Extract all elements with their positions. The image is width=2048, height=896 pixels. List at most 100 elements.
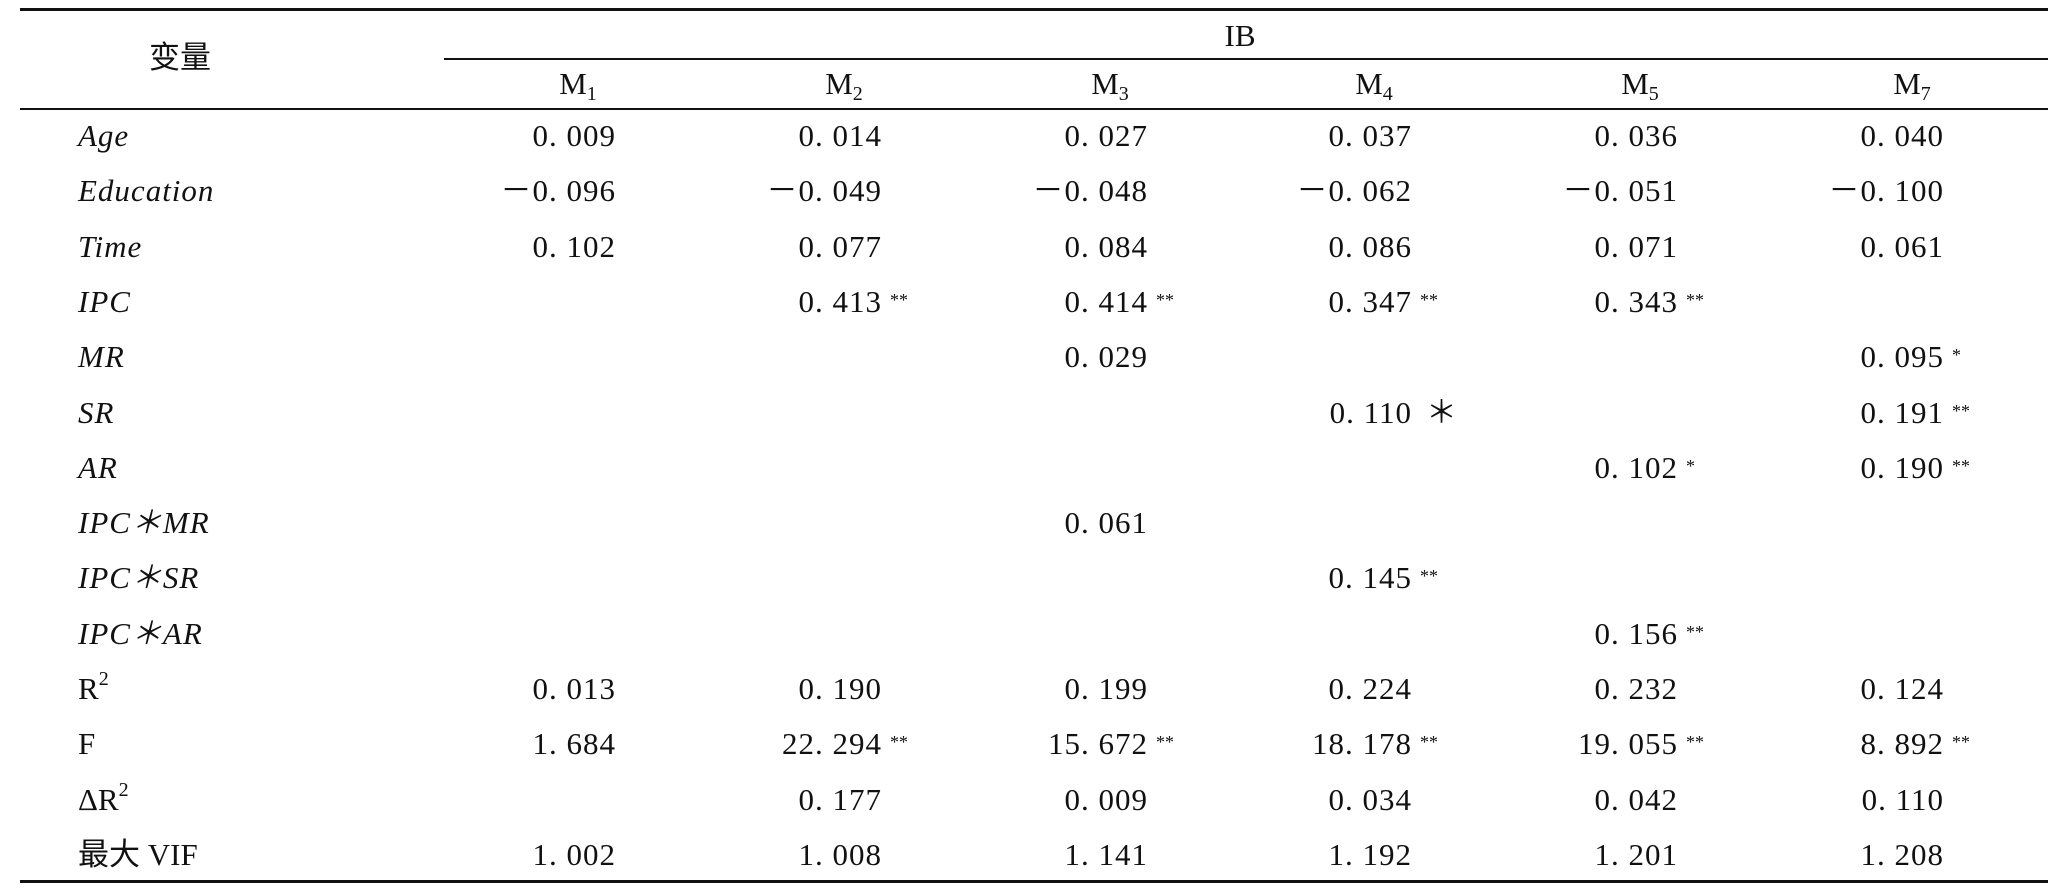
table-cell: 0. 414 ** bbox=[908, 282, 1175, 322]
significance-marker: ** bbox=[1686, 289, 1704, 310]
cell-value: －0. 100 bbox=[1828, 173, 1944, 209]
table-cell: 0. 110 ＊ bbox=[1172, 393, 1457, 433]
table-cell: 8. 892 ** bbox=[1704, 724, 1971, 764]
column-header-m1: M1 bbox=[518, 64, 638, 114]
significance-marker: ** bbox=[1952, 455, 1970, 476]
table-cell: －0. 100 bbox=[1704, 171, 1944, 211]
row-label-text: F bbox=[78, 726, 96, 762]
cell-value: 0. 414 bbox=[1064, 283, 1148, 319]
row-label: ΔR2 bbox=[78, 780, 129, 820]
row-label-superscript: 2 bbox=[98, 668, 109, 690]
cell-value: 0. 013 bbox=[532, 671, 616, 706]
table-cell: 0. 413 ** bbox=[642, 282, 909, 322]
significance-marker: ** bbox=[1952, 400, 1970, 421]
cell-value: 0. 095 bbox=[1860, 339, 1944, 375]
row-label-text: R bbox=[78, 671, 99, 706]
table-cell: －0. 062 bbox=[1172, 171, 1412, 211]
table-cell: 0. 061 bbox=[908, 503, 1148, 543]
cell-value: －0. 048 bbox=[1032, 173, 1148, 209]
table-cell: －0. 048 bbox=[908, 171, 1148, 211]
significance-marker: * bbox=[1952, 345, 1961, 366]
table-cell: 0. 061 bbox=[1704, 227, 1944, 267]
cell-value: 1. 002 bbox=[532, 836, 616, 872]
group-header-rule bbox=[444, 58, 2048, 60]
column-header-subscript: 1 bbox=[586, 83, 597, 105]
table-cell: 0. 036 bbox=[1438, 116, 1678, 156]
column-header-m3: M3 bbox=[1050, 64, 1170, 114]
cell-value: 22. 294 bbox=[782, 726, 882, 762]
row-label: IPC＊MR bbox=[78, 503, 210, 543]
significance-marker: ＊ bbox=[1426, 394, 1458, 430]
cell-value: 0. 110 bbox=[1861, 781, 1944, 817]
cell-value: 0. 102 bbox=[532, 228, 616, 264]
table-cell: 1. 201 bbox=[1438, 835, 1678, 875]
cell-value: 0. 347 bbox=[1328, 283, 1412, 319]
row-label-text: AR bbox=[78, 449, 118, 485]
table-cell: 0. 190 ** bbox=[1704, 448, 1971, 488]
table-cell: 1. 208 bbox=[1704, 835, 1944, 875]
cell-value: 0. 145 bbox=[1328, 560, 1412, 596]
cell-value: 0. 086 bbox=[1328, 228, 1412, 264]
header-bottom-rule bbox=[20, 108, 2048, 110]
cell-value: 0. 029 bbox=[1064, 339, 1148, 375]
cell-value: 0. 037 bbox=[1328, 118, 1412, 153]
table-cell: 0. 077 bbox=[642, 227, 882, 267]
table-cell: 0. 034 bbox=[1172, 780, 1412, 820]
significance-marker: ** bbox=[890, 289, 908, 310]
row-label-text: IPC＊MR bbox=[78, 505, 210, 541]
significance-marker: * bbox=[1686, 455, 1695, 476]
significance-marker: ** bbox=[1156, 289, 1174, 310]
significance-marker: ** bbox=[1420, 732, 1438, 753]
cell-value: 0. 413 bbox=[798, 283, 882, 319]
table-cell: 0. 037 bbox=[1172, 116, 1412, 156]
cell-value: 1. 201 bbox=[1594, 836, 1678, 872]
cell-value: 0. 190 bbox=[798, 671, 882, 706]
table-cell: 18. 178 ** bbox=[1172, 724, 1438, 764]
significance-marker: ** bbox=[890, 732, 908, 753]
row-label: Age bbox=[78, 116, 129, 156]
table-cell: 0. 009 bbox=[376, 116, 616, 156]
table-cell: －0. 051 bbox=[1438, 171, 1678, 211]
cell-value: 0. 224 bbox=[1328, 671, 1412, 706]
row-label: Time bbox=[78, 227, 142, 267]
significance-marker: ** bbox=[1686, 732, 1704, 753]
cell-value: 0. 232 bbox=[1594, 671, 1678, 706]
column-header-base: M bbox=[1621, 66, 1649, 101]
row-label-text: 最大 VIF bbox=[78, 836, 198, 872]
cell-value: 1. 208 bbox=[1860, 836, 1944, 872]
cell-value: 0. 014 bbox=[798, 118, 882, 153]
table-cell: 0. 232 bbox=[1438, 669, 1678, 709]
cell-value: 0. 102 bbox=[1594, 449, 1678, 485]
cell-value: －0. 062 bbox=[1296, 173, 1412, 209]
row-label: SR bbox=[78, 393, 114, 433]
table-cell: 15. 672 ** bbox=[908, 724, 1174, 764]
table-cell: 0. 013 bbox=[376, 669, 616, 709]
cell-value: 0. 110 bbox=[1329, 394, 1412, 430]
table-cell: 0. 199 bbox=[908, 669, 1148, 709]
table-cell: 1. 002 bbox=[376, 835, 616, 875]
cell-value: －0. 051 bbox=[1562, 173, 1678, 209]
cell-value: 0. 040 bbox=[1860, 118, 1944, 153]
cell-value: 0. 191 bbox=[1860, 394, 1944, 430]
top-rule bbox=[20, 8, 2048, 11]
column-header-base: M bbox=[1355, 66, 1383, 101]
table-cell: 0. 347 ** bbox=[1172, 282, 1439, 322]
row-label-text: MR bbox=[78, 339, 125, 375]
table-cell: 0. 224 bbox=[1172, 669, 1412, 709]
row-label-text: SR bbox=[78, 394, 115, 430]
table-cell: 0. 190 bbox=[642, 669, 882, 709]
significance-marker: ** bbox=[1420, 566, 1438, 587]
table-cell: 1. 684 bbox=[376, 724, 616, 764]
cell-value: 0. 177 bbox=[798, 781, 882, 817]
row-label-text: Education bbox=[78, 173, 215, 209]
table-cell: 0. 027 bbox=[908, 116, 1148, 156]
cell-value: 0. 156 bbox=[1594, 615, 1678, 651]
column-header-m4: M4 bbox=[1314, 64, 1434, 114]
group-header: IB bbox=[1224, 18, 1256, 53]
row-label-text: ΔR bbox=[78, 781, 119, 817]
column-header-subscript: 3 bbox=[1118, 83, 1129, 105]
column-header-base: M bbox=[1893, 66, 1921, 101]
cell-value: 0. 343 bbox=[1594, 283, 1678, 319]
row-label-text: IPC bbox=[78, 283, 131, 319]
